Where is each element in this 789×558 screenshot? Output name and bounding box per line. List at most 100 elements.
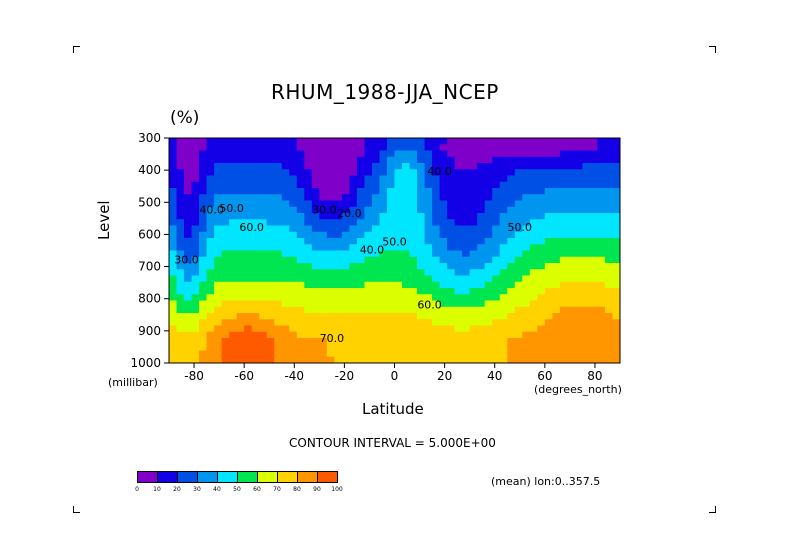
contour-cell — [326, 163, 335, 170]
contour-cell — [191, 294, 200, 302]
contour-cell — [364, 225, 373, 233]
contour-cell — [612, 138, 620, 145]
contour-cell — [574, 350, 584, 358]
contour-cell — [552, 206, 561, 214]
contour-cell — [462, 244, 471, 252]
contour-cell — [567, 331, 576, 339]
contour-cell — [229, 269, 238, 277]
contour-cell — [311, 181, 320, 189]
contour-cell — [612, 275, 620, 283]
contour-cell — [356, 194, 366, 202]
y-units-label: (millibar) — [108, 376, 158, 389]
contour-cell — [206, 250, 215, 258]
contour-cell — [454, 169, 463, 177]
contour-cell — [439, 225, 448, 233]
contour-cell — [289, 175, 298, 183]
contour-cell — [251, 181, 260, 189]
contour-cell — [356, 294, 366, 302]
contour-cell — [574, 175, 584, 183]
contour-cell — [214, 300, 223, 308]
contour-cell — [612, 269, 620, 277]
contour-cell — [169, 225, 178, 233]
contour-cell — [522, 263, 531, 270]
contour-cell — [334, 144, 343, 152]
contour-cell — [169, 169, 178, 177]
contour-cell — [477, 213, 486, 220]
contour-cell — [612, 175, 620, 183]
contour-cell — [214, 144, 223, 152]
contour-cell — [296, 156, 305, 164]
contour-cell — [326, 169, 335, 177]
contour-cell — [206, 306, 215, 314]
contour-cell — [462, 319, 471, 327]
contour-cell — [462, 338, 471, 345]
contour-cell — [439, 331, 448, 339]
colorbar-level-label: 0 — [135, 486, 139, 493]
contour-cell — [612, 194, 620, 202]
colorbar-swatch — [297, 471, 318, 483]
contour-cell — [184, 356, 193, 363]
contour-cell — [604, 219, 614, 227]
contour-cell — [522, 256, 531, 264]
contour-cell — [281, 306, 290, 314]
contour-cell — [522, 313, 531, 320]
colorbar-swatch — [197, 471, 218, 483]
contour-cell — [447, 163, 456, 170]
contour-cell — [612, 169, 620, 177]
contour-cell — [236, 200, 245, 208]
contour-cell — [552, 163, 561, 170]
contour-cell — [326, 263, 335, 270]
contour-cell — [349, 325, 358, 333]
contour-cell — [612, 300, 620, 308]
contour-cell — [432, 306, 441, 314]
colorbar-level-label: 80 — [293, 486, 301, 493]
contour-cell — [552, 244, 561, 252]
contour-cell — [424, 344, 433, 352]
contour-cell — [251, 150, 260, 158]
contour-cell — [499, 344, 508, 352]
contour-label-8: 60.0 — [417, 298, 442, 311]
contour-cell — [424, 213, 433, 220]
contour-cell — [169, 188, 178, 195]
contour-cell — [394, 231, 403, 239]
contour-cell — [266, 144, 275, 152]
contour-cell — [281, 294, 290, 302]
contour-cell — [432, 250, 441, 258]
contour-cell — [199, 300, 208, 308]
contour-cell — [304, 206, 313, 214]
contour-cell — [199, 144, 208, 152]
contour-cell — [477, 338, 486, 345]
contour-cell — [454, 331, 463, 339]
contour-cell — [402, 144, 411, 152]
contour-cell — [296, 213, 305, 220]
contour-cell — [439, 275, 448, 283]
contour-cell — [169, 269, 178, 277]
contour-cell — [477, 169, 486, 177]
contour-cell — [409, 356, 418, 363]
contour-cell — [334, 181, 343, 189]
contour-cell — [184, 250, 193, 258]
contour-cell — [537, 306, 546, 314]
colorbar-level-label: 90 — [313, 486, 321, 493]
contour-cell — [364, 150, 373, 158]
contour-cell — [221, 256, 230, 264]
contour-cell — [424, 169, 433, 177]
contour-cell — [371, 350, 381, 358]
contour-cell — [206, 169, 215, 177]
contour-cell — [604, 144, 614, 152]
contour-cell — [169, 150, 178, 158]
contour-cell — [447, 256, 456, 264]
contour-cell — [274, 319, 283, 327]
contour-cell — [236, 344, 245, 352]
contour-cell — [386, 156, 396, 164]
contour-cell — [612, 181, 620, 189]
contour-cell — [402, 175, 411, 183]
contour-label-2: 50.0 — [219, 202, 244, 215]
contour-cell — [409, 244, 418, 252]
contour-cell — [341, 294, 350, 302]
contour-label-11: 50.0 — [508, 221, 533, 234]
contour-cell — [439, 188, 448, 195]
contour-cell — [274, 138, 283, 145]
contour-cell — [589, 294, 599, 302]
contour-cell — [371, 213, 381, 220]
